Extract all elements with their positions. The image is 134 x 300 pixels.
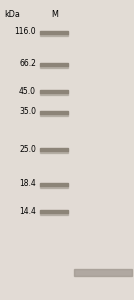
Bar	[40, 31, 68, 34]
Bar	[40, 89, 68, 92]
Bar	[40, 93, 68, 95]
Bar	[40, 110, 68, 113]
Text: 14.4: 14.4	[19, 206, 36, 215]
Bar	[40, 62, 68, 65]
Text: 35.0: 35.0	[19, 107, 36, 116]
Bar	[40, 152, 68, 153]
Text: 45.0: 45.0	[19, 86, 36, 95]
Text: kDa: kDa	[4, 10, 20, 19]
Bar	[74, 268, 132, 275]
Bar	[40, 182, 68, 185]
Text: M: M	[52, 10, 58, 19]
Bar	[40, 213, 68, 215]
Text: 66.2: 66.2	[19, 59, 36, 68]
Bar	[40, 186, 68, 188]
Bar	[40, 66, 68, 68]
Text: 18.4: 18.4	[19, 179, 36, 188]
Text: 116.0: 116.0	[14, 28, 36, 37]
Bar	[40, 114, 68, 116]
Text: 25.0: 25.0	[19, 145, 36, 154]
Bar	[40, 209, 68, 212]
Bar	[40, 34, 68, 36]
Bar	[40, 148, 68, 151]
